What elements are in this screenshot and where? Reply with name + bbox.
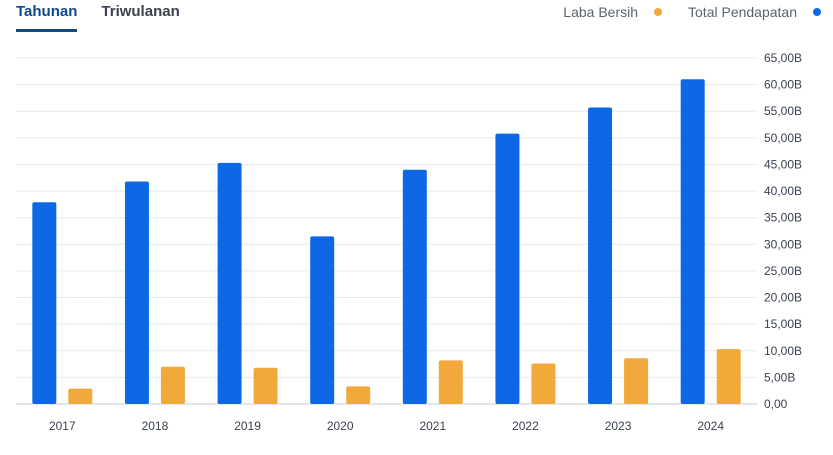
y-tick-label: 30,00B	[764, 237, 802, 251]
bar-laba-bersih-2022[interactable]	[531, 363, 556, 404]
bar-total-pendapatan-2018[interactable]	[124, 181, 149, 404]
y-tick-label: 40,00B	[764, 184, 802, 198]
bar-total-pendapatan-2023[interactable]	[588, 107, 613, 405]
y-tick-label: 10,00B	[764, 344, 802, 358]
legend-item-total-pendapatan[interactable]: Total Pendapatan	[688, 4, 821, 20]
bar-laba-bersih-2023[interactable]	[624, 358, 649, 404]
y-tick-label: 55,00B	[764, 104, 802, 118]
legend-label-laba-bersih: Laba Bersih	[563, 4, 639, 20]
chart-legend: Laba Bersih Total Pendapatan	[563, 0, 821, 24]
y-tick-label: 5,00B	[764, 370, 795, 384]
x-tick-label: 2022	[512, 419, 539, 433]
y-tick-label: 20,00B	[764, 291, 802, 305]
x-tick-label: 2020	[327, 419, 354, 433]
bar-laba-bersih-2024[interactable]	[716, 349, 741, 404]
x-tick-label: 2023	[605, 419, 632, 433]
legend-label-total-pendapatan: Total Pendapatan	[688, 4, 797, 20]
legend-dot-total-pendapatan	[813, 8, 821, 16]
bar-laba-bersih-2019[interactable]	[253, 367, 278, 404]
bar-total-pendapatan-2020[interactable]	[310, 236, 335, 404]
x-tick-label: 2019	[234, 419, 261, 433]
x-tick-label: 2017	[49, 419, 76, 433]
y-tick-label: 25,00B	[764, 264, 802, 278]
y-tick-label: 60,00B	[764, 78, 802, 92]
y-tick-label: 0,00	[764, 397, 788, 411]
bar-total-pendapatan-2019[interactable]	[217, 162, 242, 404]
bar-laba-bersih-2020[interactable]	[346, 386, 371, 404]
bar-total-pendapatan-2024[interactable]	[680, 79, 705, 405]
legend-dot-laba-bersih	[654, 8, 663, 16]
legend-item-laba-bersih[interactable]: Laba Bersih	[563, 4, 663, 20]
bar-laba-bersih-2021[interactable]	[438, 360, 463, 404]
y-tick-label: 35,00B	[764, 211, 802, 225]
x-tick-label: 2021	[419, 419, 446, 433]
bar-laba-bersih-2018[interactable]	[160, 366, 185, 404]
period-tabs: Tahunan Triwulanan	[16, 0, 180, 32]
x-tick-label: 2024	[697, 419, 724, 433]
tab-triwulanan[interactable]: Triwulanan	[101, 3, 180, 20]
bar-total-pendapatan-2022[interactable]	[495, 133, 520, 404]
bar-total-pendapatan-2017[interactable]	[32, 202, 57, 404]
x-tick-label: 2018	[142, 419, 169, 433]
y-tick-label: 50,00B	[764, 131, 802, 145]
tab-tahunan[interactable]: Tahunan	[16, 0, 78, 32]
bar-laba-bersih-2017[interactable]	[68, 388, 93, 404]
bar-total-pendapatan-2021[interactable]	[402, 169, 427, 404]
y-tick-label: 45,00B	[764, 157, 802, 171]
y-tick-label: 65,00B	[764, 51, 802, 65]
y-tick-label: 15,00B	[764, 317, 802, 331]
